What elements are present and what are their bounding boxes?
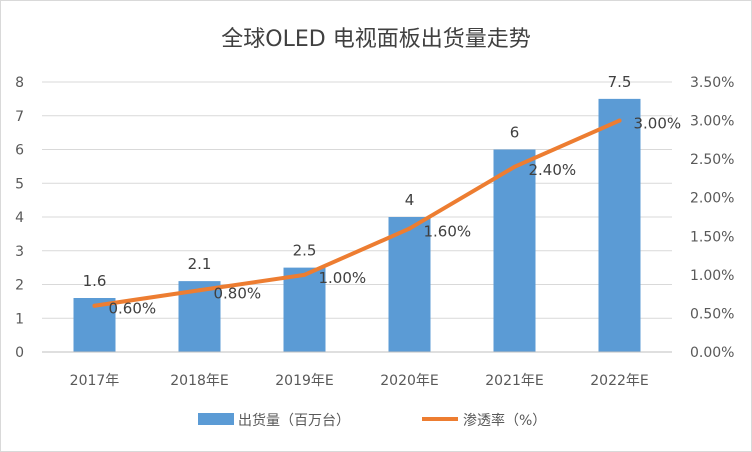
bar — [493, 149, 536, 352]
x-tick-label: 2017年 — [70, 373, 120, 389]
y-left-tick-label: 0 — [15, 345, 24, 361]
y-left-tick-label: 1 — [15, 311, 24, 327]
line-point — [197, 288, 202, 293]
line-series — [92, 118, 622, 308]
bar-value-label: 2.1 — [188, 255, 212, 273]
y-right-tick-label: 3.00% — [690, 114, 734, 130]
y-left-tick-label: 7 — [15, 109, 24, 125]
y-right-tick-label: 2.00% — [690, 191, 734, 207]
bar-value-label: 1.6 — [83, 272, 107, 290]
y-right-tick-label: 2.50% — [690, 152, 734, 168]
y-left-tick-label: 5 — [15, 176, 24, 192]
line-point — [617, 118, 622, 123]
legend-line-label: 渗透率（%） — [463, 412, 546, 429]
line-point — [302, 272, 307, 277]
y-left-tick-label: 2 — [15, 278, 24, 294]
line-point — [407, 226, 412, 231]
line-point — [92, 303, 97, 308]
y-left-tick-label: 3 — [15, 244, 24, 260]
y-left-tick-label: 8 — [15, 75, 24, 91]
y-right-tick-label: 1.00% — [690, 268, 734, 284]
legend-bar-swatch — [198, 413, 234, 425]
bar-value-label: 7.5 — [608, 73, 632, 91]
data-labels: 1.6 2.1 2.5 4 6 7.5 0.60% 0.80% 1.00% 1.60% 2.40% 3… — [83, 73, 682, 318]
bar — [388, 217, 431, 352]
bar-series — [73, 98, 641, 352]
y-left-tick-label: 4 — [15, 210, 24, 226]
x-tick-label: 2019年E — [275, 373, 333, 389]
x-tick-label: 2020年E — [380, 373, 438, 389]
line-value-label: 2.40% — [529, 161, 577, 179]
line-value-label: 1.60% — [424, 223, 472, 241]
y-left-tick-label: 6 — [15, 143, 24, 159]
y-right-tick-label: 3.50% — [690, 75, 734, 91]
line-point — [512, 164, 517, 169]
y-right-tick-label: 0.00% — [690, 345, 734, 361]
penetration-line — [92, 118, 622, 308]
bar-value-label: 4 — [405, 191, 415, 209]
line-value-label: 3.00% — [634, 115, 682, 133]
legend-bar-label: 出货量（百万台） — [238, 412, 350, 429]
line-value-label: 0.60% — [109, 300, 157, 318]
bar-value-label: 2.5 — [293, 242, 317, 260]
axes: 0 1 2 3 4 5 6 7 8 0.00% 0.50% 1.00% 1.50% 2.00% 2.50% 3… — [15, 75, 734, 389]
y-right-tick-label: 0.50% — [690, 306, 734, 322]
chart-title: 全球OLED 电视面板出货量走势 — [221, 27, 530, 52]
line-value-label: 1.00% — [319, 269, 367, 287]
y-right-tick-label: 1.50% — [690, 229, 734, 245]
x-tick-label: 2021年E — [485, 373, 543, 389]
x-tick-label: 2022年E — [590, 373, 648, 389]
bar — [283, 267, 326, 352]
x-tick-label: 2018年E — [170, 373, 228, 389]
line-value-label: 0.80% — [214, 284, 262, 302]
bar — [598, 98, 641, 352]
bar-value-label: 6 — [510, 124, 520, 142]
legend: 出货量（百万台） 渗透率（%） — [198, 412, 546, 429]
